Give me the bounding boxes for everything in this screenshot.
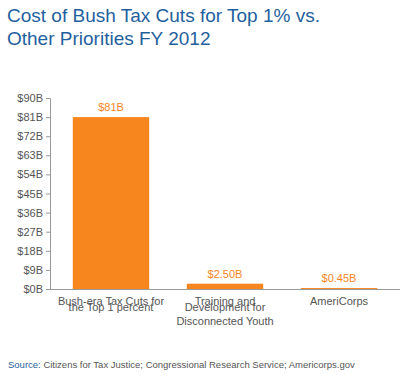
x-axis: Bush-era Tax Cuts forthe Top 1 percent Tr… — [51, 290, 400, 328]
y-tick-mark — [46, 289, 50, 290]
y-axis: $0B $9B $18B $27B $36B $45B $54B $63B $72B $81B $9… — [17, 92, 50, 295]
x-tick: AmeriCorps — [310, 295, 369, 307]
y-tick-label: $18B — [17, 245, 43, 257]
bar — [73, 117, 149, 289]
y-tick-label: $81B — [17, 111, 43, 123]
y-axis-line — [46, 99, 51, 290]
y-tick-label: $54B — [17, 168, 43, 180]
x-tick: Training andDevelopment forDisconnected … — [176, 295, 273, 327]
y-tick-mark — [46, 232, 50, 233]
x-axis-line — [51, 289, 400, 290]
bars — [73, 117, 377, 289]
y-tick-mark — [46, 174, 50, 175]
y-tick-label: $63B — [17, 149, 43, 161]
y-tick-label: $45B — [17, 188, 43, 200]
y-tick-mark — [46, 117, 50, 118]
x-tick-label: Training andDevelopment forDisconnected … — [176, 295, 273, 327]
y-tick: $72B — [17, 130, 50, 142]
y-tick-label: $27B — [17, 226, 43, 238]
data-label: $0.45B — [322, 272, 357, 284]
y-tick-label: $90B — [17, 92, 43, 104]
y-tick: $45B — [17, 188, 50, 200]
y-tick: $18B — [17, 245, 50, 257]
data-labels: $81B $2.50B $0.45B — [98, 101, 356, 284]
y-tick-mark — [46, 270, 50, 271]
y-tick: $0B — [23, 283, 50, 295]
y-tick: $27B — [17, 226, 50, 238]
y-tick-mark — [46, 98, 50, 99]
y-tick-label: $72B — [17, 130, 43, 142]
y-tick: $54B — [17, 168, 50, 180]
x-tick-label: Bush-era Tax Cuts forthe Top 1 percent — [58, 295, 165, 313]
y-tick-mark — [46, 251, 50, 252]
y-tick-label: $0B — [23, 283, 43, 295]
chart: Cost of Bush Tax Cuts for Top 1% vs.Othe… — [0, 0, 400, 376]
y-tick-label: $36B — [17, 207, 43, 219]
y-tick: $36B — [17, 207, 50, 219]
data-label: $2.50B — [208, 268, 243, 280]
bar — [187, 284, 263, 289]
y-tick-label: $9B — [23, 264, 43, 276]
y-tick: $90B — [17, 92, 50, 104]
y-tick-mark — [46, 213, 50, 214]
x-tick: Bush-era Tax Cuts forthe Top 1 percent — [58, 295, 165, 313]
bar — [301, 288, 377, 289]
chart-title: Cost of Bush Tax Cuts for Top 1% vs.Othe… — [7, 5, 320, 49]
y-tick: $81B — [17, 111, 50, 123]
y-tick-mark — [46, 194, 50, 195]
y-tick: $9B — [23, 264, 50, 276]
x-tick-label: AmeriCorps — [310, 295, 369, 307]
y-tick: $63B — [17, 149, 50, 161]
source-note: Source: Citizens for Tax Justice; Congre… — [8, 359, 355, 370]
data-label: $81B — [98, 101, 124, 113]
y-tick-mark — [46, 155, 50, 156]
y-tick-mark — [46, 136, 50, 137]
